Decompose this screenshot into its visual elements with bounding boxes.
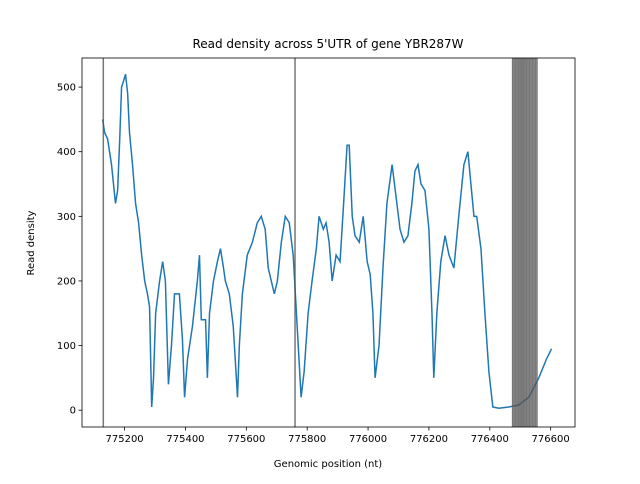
y-tick-label: 200 [57, 276, 76, 287]
chart-title: Read density across 5'UTR of gene YBR287… [192, 37, 463, 51]
y-tick-label: 400 [57, 147, 76, 158]
x-tick-label: 776400 [471, 434, 509, 445]
x-axis-label: Genomic position (nt) [274, 459, 383, 470]
plot-frame [81, 57, 576, 428]
x-tick-label: 775800 [288, 434, 326, 445]
y-axis-label: Read density [26, 210, 37, 275]
x-tick-label: 775400 [166, 434, 204, 445]
x-tick-label: 776600 [532, 434, 570, 445]
x-tick-label: 776200 [410, 434, 448, 445]
y-tick-label: 0 [70, 406, 76, 417]
x-tick-label: 776000 [349, 434, 387, 445]
y-tick-label: 500 [57, 83, 76, 94]
y-tick-label: 100 [57, 341, 76, 352]
y-tick-label: 300 [57, 212, 76, 223]
data-line [101, 73, 553, 410]
x-tick-label: 775600 [227, 434, 265, 445]
x-tick-label: 775200 [106, 434, 144, 445]
